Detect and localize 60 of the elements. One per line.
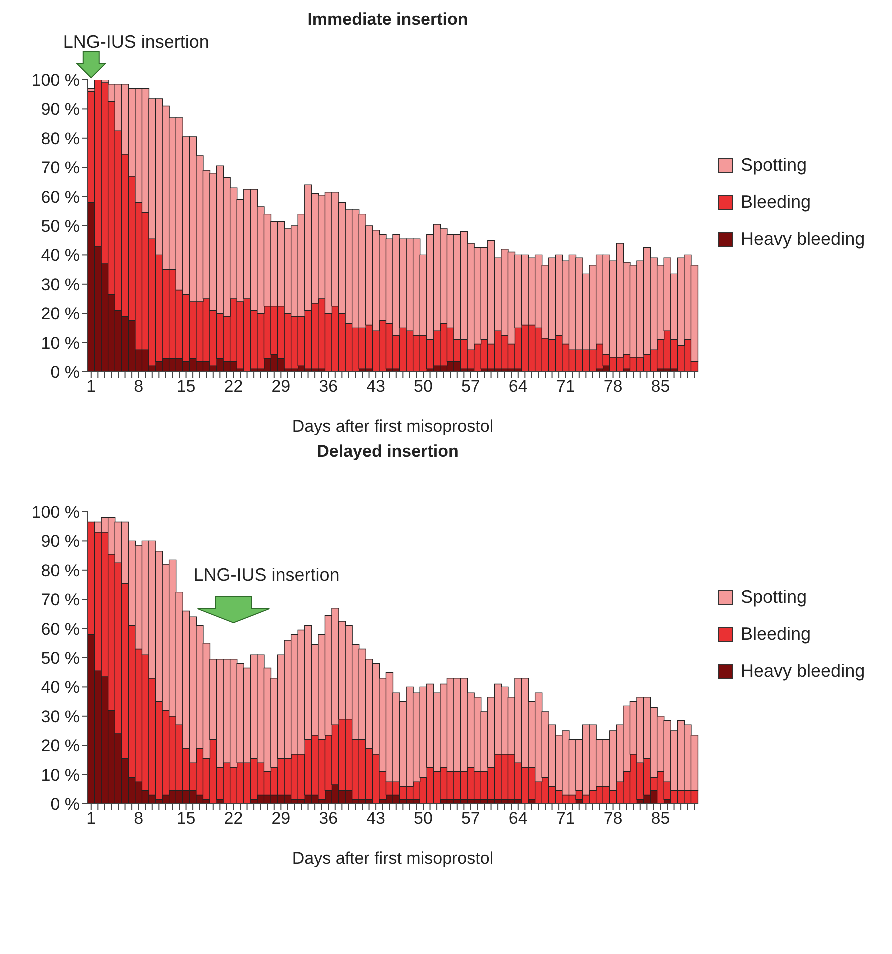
x-axis-title: Days after first misoprostol	[292, 849, 494, 868]
y-tick-label: 70 %	[41, 158, 80, 178]
x-tick-label: 8	[134, 809, 144, 828]
y-tick-label: 40 %	[41, 246, 80, 266]
x-tick-label: 8	[134, 377, 144, 396]
x-tick-label: 1	[86, 809, 96, 828]
y-tick-label: 50 %	[41, 649, 80, 668]
y-tick-label: 60 %	[41, 188, 80, 207]
y-tick-label: 10 %	[41, 334, 80, 353]
x-axis-title: Days after first misoprostol	[292, 417, 494, 436]
x-tick-label: 1	[86, 377, 96, 396]
x-tick-label: 85	[651, 809, 670, 828]
x-tick-label: 78	[604, 809, 623, 828]
y-tick-label: 60 %	[41, 620, 80, 639]
legend-label: Spotting	[741, 155, 808, 176]
legend-label: Bleeding	[741, 192, 812, 213]
y-tick-label: 0 %	[50, 363, 80, 382]
chart-title: Immediate insertion	[306, 9, 470, 31]
x-tick-label: 36	[319, 377, 338, 396]
x-tick-label: 43	[366, 377, 386, 396]
y-tick-label: 80 %	[41, 561, 80, 580]
x-tick-label: 29	[272, 377, 291, 396]
x-tick-label: 71	[556, 809, 576, 828]
y-tick-label: 50 %	[41, 217, 80, 236]
x-tick-label: 64	[508, 809, 528, 828]
x-tick-label: 57	[461, 809, 480, 828]
y-tick-label: 90 %	[41, 532, 80, 552]
x-tick-label: 22	[224, 377, 244, 396]
legend-label: Spotting	[741, 587, 808, 608]
x-tick-label: 43	[366, 809, 386, 828]
x-tick-label: 50	[414, 377, 433, 396]
y-tick-label: 40 %	[41, 678, 80, 698]
y-tick-label: 20 %	[41, 304, 80, 324]
y-tick-label: 30 %	[41, 275, 80, 294]
legend-label: Heavy bleeding	[741, 229, 866, 250]
x-tick-label: 71	[556, 377, 576, 396]
y-tick-label: 90 %	[41, 100, 80, 120]
chart-title: Delayed insertion	[316, 441, 460, 463]
y-tick-label: 30 %	[41, 707, 80, 726]
x-tick-label: 50	[414, 809, 433, 828]
y-tick-label: 80 %	[41, 129, 80, 148]
y-tick-label: 10 %	[41, 766, 80, 785]
x-tick-label: 64	[508, 377, 528, 396]
x-tick-label: 36	[319, 809, 338, 828]
annotation: LNG-IUS insertion	[194, 564, 340, 585]
x-tick-label: 85	[651, 377, 670, 396]
y-tick-label: 100 %	[32, 71, 80, 90]
legend-label: Bleeding	[741, 624, 812, 645]
x-tick-label: 78	[604, 377, 623, 396]
x-tick-label: 29	[272, 809, 291, 828]
x-tick-label: 22	[224, 809, 244, 828]
x-tick-label: 57	[461, 377, 480, 396]
legend-label: Heavy bleeding	[741, 661, 866, 682]
x-tick-label: 15	[176, 377, 196, 396]
y-tick-label: 0 %	[50, 795, 80, 814]
y-tick-label: 100 %	[32, 503, 80, 522]
text: LNG-IUS insertion	[63, 32, 210, 52]
y-tick-label: 70 %	[41, 590, 80, 610]
x-tick-label: 15	[176, 809, 196, 828]
y-tick-label: 20 %	[41, 736, 80, 756]
